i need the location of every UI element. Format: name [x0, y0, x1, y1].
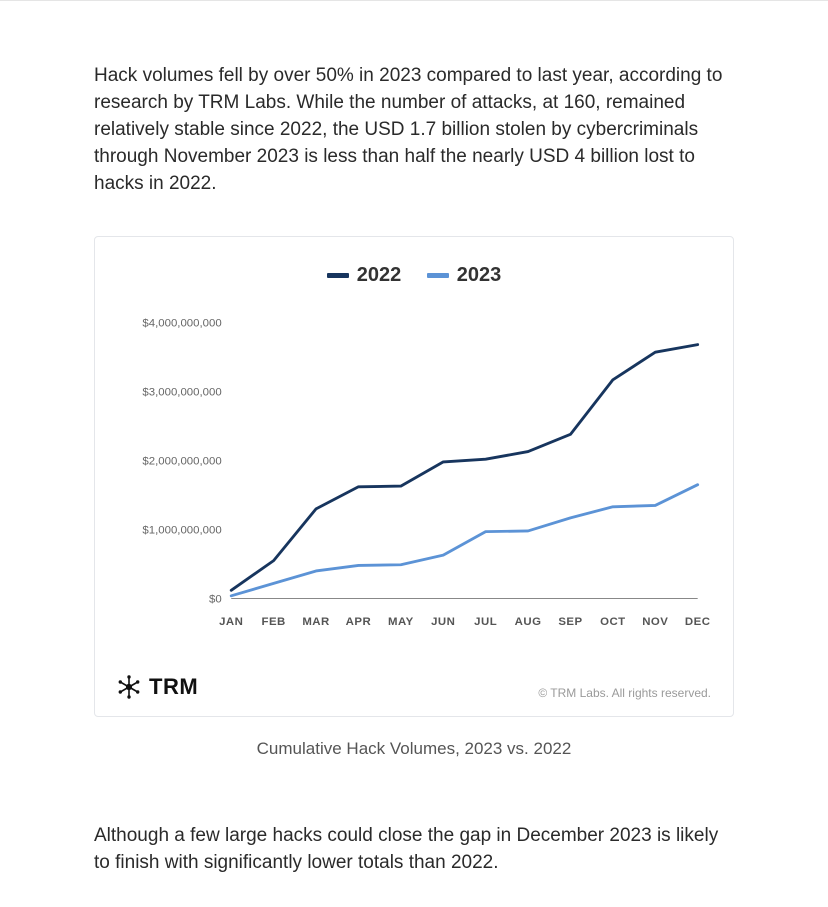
x-tick-label: AUG: [515, 616, 542, 628]
x-tick-label: APR: [346, 616, 372, 628]
x-tick-label: FEB: [262, 616, 286, 628]
legend-swatch-2023: [427, 273, 449, 278]
chart-card: 2022 2023 $0 $1,000,000,000 $2,000,000,000…: [94, 236, 734, 717]
x-tick-label: SEP: [558, 616, 582, 628]
trm-logo-icon: [117, 675, 141, 699]
trm-logo: TRM: [117, 674, 198, 700]
y-tick-label: $3,000,000,000: [142, 386, 221, 398]
x-tick-label: JAN: [219, 616, 243, 628]
chart-footer: TRM © TRM Labs. All rights reserved.: [117, 674, 711, 700]
series-2023: [231, 485, 697, 596]
x-tick-label: MAR: [302, 616, 329, 628]
x-tick-label: JUN: [431, 616, 455, 628]
legend-swatch-2022: [327, 273, 349, 278]
chart-caption: Cumulative Hack Volumes, 2023 vs. 2022: [94, 739, 734, 759]
x-tick-label: JUL: [474, 616, 497, 628]
x-tick-label: OCT: [600, 616, 626, 628]
x-tick-label: DEC: [685, 616, 711, 628]
legend-label-2022: 2022: [357, 264, 402, 287]
chart-svg: $0 $1,000,000,000 $2,000,000,000 $3,000,000…: [117, 313, 711, 646]
intro-paragraph: Hack volumes fell by over 50% in 2023 co…: [94, 63, 734, 198]
series-2022: [231, 344, 697, 590]
x-tick-label: NOV: [642, 616, 668, 628]
y-tick-label: $2,000,000,000: [142, 455, 221, 467]
y-tick-label: $4,000,000,000: [142, 317, 221, 329]
legend-item-2023: 2023: [427, 264, 502, 287]
chart-plot-area: $0 $1,000,000,000 $2,000,000,000 $3,000,000…: [117, 313, 711, 646]
x-tick-label: MAY: [388, 616, 414, 628]
chart-copyright: © TRM Labs. All rights reserved.: [538, 686, 711, 700]
legend-item-2022: 2022: [327, 264, 402, 287]
y-tick-label: $1,000,000,000: [142, 524, 221, 536]
chart-legend: 2022 2023: [117, 261, 711, 287]
trm-logo-text: TRM: [149, 674, 198, 700]
closing-paragraph: Although a few large hacks could close t…: [94, 823, 734, 877]
y-tick-label: $0: [209, 593, 222, 605]
legend-label-2023: 2023: [457, 264, 502, 287]
